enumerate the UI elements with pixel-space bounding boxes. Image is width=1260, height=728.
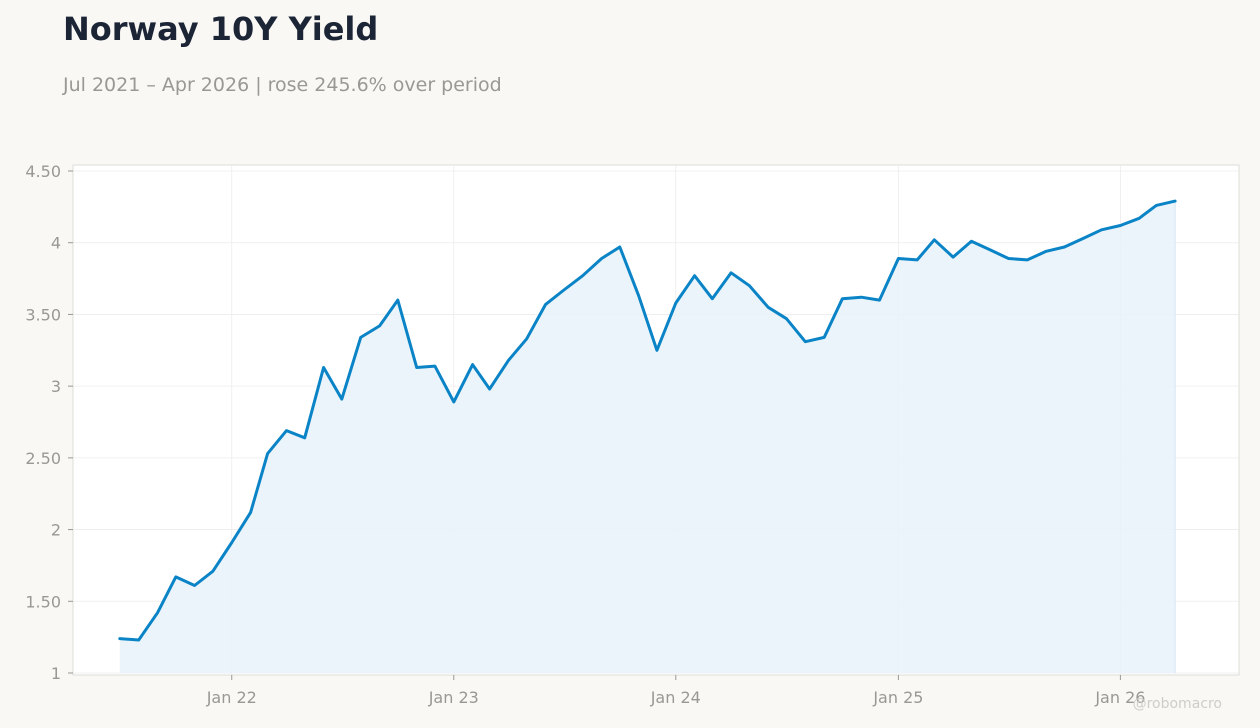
y-tick-label: 2.50 (25, 449, 61, 468)
y-tick-label: 3.50 (25, 305, 61, 324)
chart-title: Norway 10Y Yield (63, 10, 379, 48)
x-tick-label: Jan 22 (206, 688, 257, 707)
y-tick-label: 4 (51, 234, 61, 253)
y-tick-label: 1 (51, 664, 61, 683)
x-tick-label: Jan 23 (428, 688, 479, 707)
y-tick-label: 3 (51, 377, 61, 396)
axes: 1 1.50 2 2.50 3 3.50 4 4.50 Jan 22 Jan 23 Jan 24 Ja… (25, 162, 1145, 707)
series-area (119, 201, 1176, 673)
y-tick-label: 4.50 (25, 162, 61, 181)
watermark: @robomacro (1132, 696, 1222, 712)
x-tick-label: Jan 26 (1094, 688, 1145, 707)
y-tick-label: 2 (51, 521, 61, 540)
x-tick-label: Jan 25 (872, 688, 923, 707)
series-layer (118, 199, 1177, 673)
x-tick-label: Jan 24 (650, 688, 701, 707)
series-line (118, 199, 1177, 642)
chart-subtitle: Jul 2021 – Apr 2026 | rose 245.6% over p… (63, 74, 502, 96)
y-tick-label: 1.50 (25, 592, 61, 611)
